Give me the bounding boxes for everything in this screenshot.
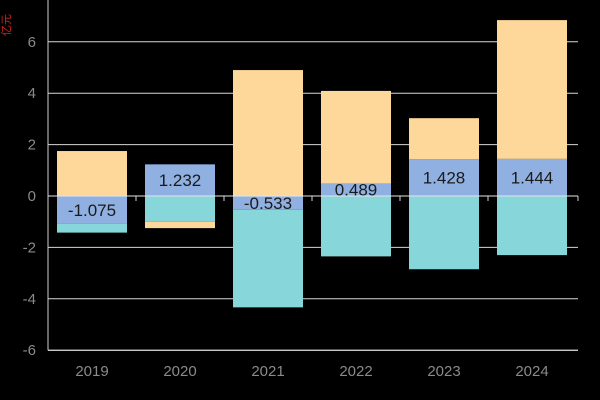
bar-segment-2020-series-1 — [145, 164, 215, 196]
bar-segment-2024-series-2 — [497, 196, 567, 256]
bar-segment-2020-series-3 — [145, 221, 215, 229]
y-tick-label: -6 — [23, 342, 36, 359]
y-tick-label: 0 — [28, 188, 36, 205]
data-label-2023: 1.428 — [423, 169, 466, 188]
data-label-2021: -0.533 — [244, 194, 292, 213]
data-labels: -1.075 1.232 -0.533 0.489 1.428 1.444 — [68, 168, 553, 219]
y-tick-label: 6 — [28, 34, 36, 51]
bar-segment-2023-series-3 — [409, 118, 479, 160]
bar-segment-2019-series-1 — [57, 196, 127, 224]
data-label-2020: 1.232 — [159, 171, 202, 190]
bar-segment-2022-series-3 — [321, 90, 391, 184]
bar-segment-2019-series-3 — [57, 151, 127, 196]
y-tick-label: -2 — [23, 239, 36, 256]
x-tick-label: 2020 — [163, 363, 196, 380]
y-tick-label: -4 — [23, 291, 36, 308]
bar-segment-2022-series-2 — [321, 196, 391, 257]
x-tick-label: 2019 — [75, 363, 108, 380]
bar-segment-2020-series-2 — [145, 196, 215, 222]
bar-segment-2024-series-1 — [497, 158, 567, 196]
bar-segment-2021-series-3 — [233, 70, 303, 196]
data-label-2022: 0.489 — [335, 181, 378, 200]
bar-segment-2019-series-2 — [57, 223, 127, 233]
data-label-2024: 1.444 — [511, 168, 554, 187]
bar-segment-2021-series-1 — [233, 196, 303, 210]
axes: -6 -4 -2 0 2 4 6 2019 2020 2021 2022 2023 2024 — [23, 0, 579, 380]
bar-segment-2024-series-3 — [497, 20, 567, 159]
data-label-2019: -1.075 — [68, 201, 116, 220]
bar-segment-2023-series-2 — [409, 196, 479, 270]
x-tick-label: 2022 — [339, 363, 372, 380]
bars — [57, 20, 567, 308]
y-tick-label: 2 — [28, 137, 36, 154]
bar-segment-2022-series-1 — [321, 183, 391, 196]
bar-segment-2021-series-2 — [233, 209, 303, 308]
bar-segment-2023-series-1 — [409, 159, 479, 196]
x-tick-label: 2024 — [515, 363, 548, 380]
x-tick-label: 2021 — [251, 363, 284, 380]
x-tick-label: 2023 — [427, 363, 460, 380]
y-axis-unit-label: 亿元 — [0, 14, 13, 36]
y-tick-label: 4 — [28, 85, 36, 102]
